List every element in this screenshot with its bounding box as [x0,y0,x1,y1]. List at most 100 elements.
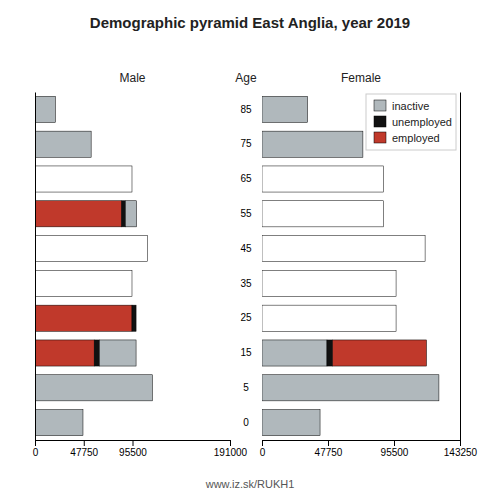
bar [262,375,439,401]
bar [35,131,91,157]
bar [307,96,308,122]
y-tick: 55 [240,208,252,219]
x-tick-label: 0 [260,447,266,458]
bar [262,201,384,227]
x-tick: 191000 [214,440,248,458]
x-tick-mark [460,440,461,446]
x-tick-mark [262,440,263,446]
legend-label: employed [392,132,440,144]
x-axis-line [263,441,461,447]
legend-item: unemployed [374,116,452,128]
legend-label: unemployed [392,116,452,128]
bar [438,375,439,401]
chart-title: Demographic pyramid East Anglia, year 20… [90,14,410,31]
bar [35,340,94,366]
x-tick: 143250 [444,440,478,458]
y-tick-label: 25 [240,312,252,323]
y-tick-label: 5 [243,382,249,393]
y-tick: 0 [243,417,249,428]
bar [35,96,55,122]
x-tick: 95500 [119,440,147,458]
legend-swatch [374,100,386,111]
x-tick-label: 191000 [214,447,248,458]
legend-item: inactive [374,100,429,112]
y-tick-label: 15 [240,347,252,358]
bar [147,236,148,262]
bar [362,131,363,157]
bar-series [262,166,426,366]
x-axis: 04775095500191000 [33,440,248,458]
chart-svg: Demographic pyramid East Anglia, year 20… [0,0,500,500]
x-tick-mark [84,440,85,446]
bar [94,340,99,366]
bar [438,375,439,401]
x-tick-mark [230,440,231,446]
y-tick: 5 [243,382,249,393]
bar [327,340,333,366]
bar [262,166,384,192]
bar [307,96,308,122]
panel: 04775095500191000857565554535251550MaleA… [33,71,257,458]
bar [122,201,126,227]
y-tick: 85 [240,104,252,115]
y-axis [460,93,461,441]
x-tick-mark [35,440,36,446]
x-tick: 0 [33,440,39,458]
legend-label: inactive [392,100,429,112]
x-tick-label: 47750 [315,447,343,458]
legend-swatch [374,132,386,143]
bar [262,305,396,331]
x-tick-label: 95500 [119,447,147,458]
legend-item: employed [374,132,440,144]
y-tick: 45 [240,243,252,254]
bar [320,410,321,436]
bar-series [327,340,333,366]
bar [125,201,136,227]
x-tick: 0 [260,440,266,458]
bar [136,305,137,331]
bar [262,131,363,157]
y-tick: 65 [240,173,252,184]
legend-box [366,94,456,150]
bar [131,270,132,296]
y-tick-label: 65 [240,173,252,184]
bar [332,340,426,366]
bar [35,166,132,192]
y-tick-label: 35 [240,278,252,289]
subtitle: www.iz.sk/RUKH1 [205,478,295,490]
bar [262,340,327,366]
legend-swatch [374,116,386,127]
bar [262,96,308,122]
legend: inactive unemployed employed [366,94,456,150]
bar [131,270,132,296]
bar [262,236,425,262]
bar [35,270,132,296]
y-axis [35,93,36,441]
y-tick: 15 [240,347,252,358]
x-tick-mark [394,440,395,446]
y-tick: 75 [240,138,252,149]
y-tick-label: 75 [240,138,252,149]
bar [35,305,132,331]
bar [35,201,122,227]
bar [320,410,321,436]
bars [35,96,152,435]
bar [262,410,320,436]
bar [35,375,152,401]
bar [362,131,363,157]
bar [147,236,148,262]
bar-series [35,166,147,366]
y-tick-label: 85 [240,104,252,115]
bar [132,305,136,331]
x-tick: 47750 [315,440,343,458]
panel-title: Male [119,71,145,85]
x-axis-line [36,441,231,447]
x-tick-label: 143250 [444,447,478,458]
x-tick-label: 0 [33,447,39,458]
bar [35,410,83,436]
y-tick-label: 0 [243,417,249,428]
panel: 04775095500143250Femaleinactiveunemploye… [260,71,478,458]
bar-series [94,201,136,366]
y-tick-label: 45 [240,243,252,254]
y-tick-label: 55 [240,208,252,219]
